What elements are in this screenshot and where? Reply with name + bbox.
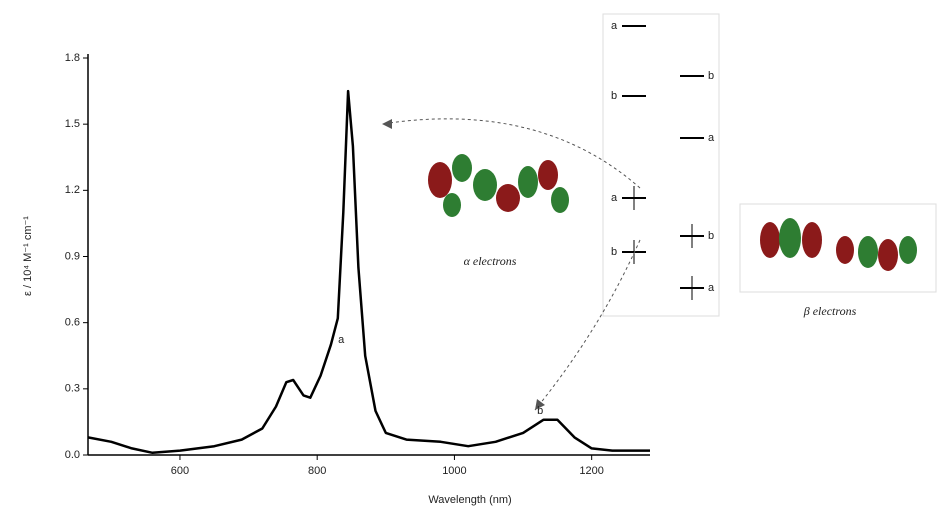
y-tick-label: 0.9 [65, 250, 80, 262]
level-label: b [611, 246, 617, 258]
x-tick-label: 1000 [442, 465, 466, 477]
level-label: a [611, 192, 618, 204]
x-axis-label: Wavelength (nm) [428, 494, 511, 506]
y-axis-label: ε / 10⁴ M⁻¹ cm⁻¹ [22, 216, 34, 296]
level-label: b [708, 230, 714, 242]
beta-label: β electrons [803, 304, 857, 318]
level-label: a [611, 20, 618, 32]
y-tick-label: 0.0 [65, 449, 80, 461]
x-tick-label: 600 [171, 465, 189, 477]
y-tick-label: 1.2 [65, 184, 80, 196]
level-label: b [611, 90, 617, 102]
arrows [381, 118, 641, 411]
level-label: a [708, 132, 715, 144]
y-tick-label: 1.8 [65, 52, 80, 64]
x-tick-label: 1200 [579, 465, 603, 477]
level-label: a [708, 282, 715, 294]
alpha-orbital [428, 154, 569, 217]
level-panel [602, 13, 720, 317]
beta-orbital [760, 218, 917, 271]
beta-panel [739, 203, 937, 293]
spectrum-line [87, 89, 650, 455]
alpha-label: α electrons [464, 254, 517, 268]
y-tick-label: 1.5 [65, 118, 80, 130]
levels [622, 25, 704, 300]
level-label: b [708, 70, 714, 82]
y-tick-label: 0.3 [65, 383, 80, 395]
annotation: a [338, 334, 345, 346]
y-tick-label: 0.6 [65, 317, 80, 329]
level-labels: a b a b b a b a [611, 20, 715, 294]
x-tick-label: 800 [308, 465, 326, 477]
annotation: b [537, 405, 543, 417]
